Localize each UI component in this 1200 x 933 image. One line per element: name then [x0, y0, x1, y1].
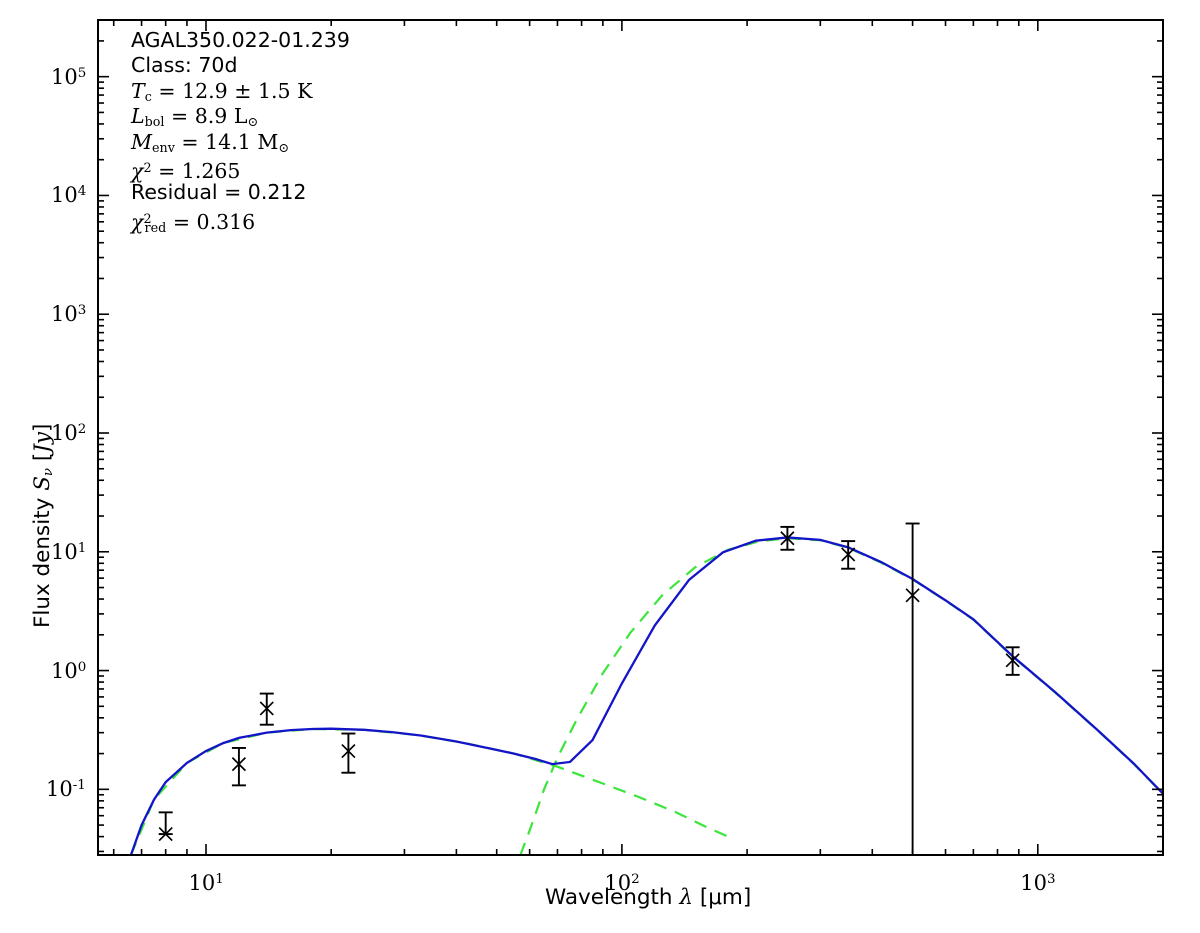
y-axis-title: Flux density Sν [Jy]	[30, 424, 56, 628]
sun-symbol-icon-mass: ⊙	[278, 139, 289, 155]
y-tick-label-2: 103	[51, 302, 87, 327]
data-point	[158, 811, 173, 842]
mid-infrared-component-curve	[129, 727, 729, 855]
bolometric-luminosity-line: Lbol = 8.9 L⊙	[131, 104, 350, 129]
chi2-equals: =	[158, 159, 176, 184]
jansky-unit: Jy	[30, 431, 55, 453]
sun-symbol-icon: ⊙	[247, 113, 259, 129]
data-point	[1005, 646, 1020, 676]
menv-unit: M	[257, 129, 279, 154]
chi2-exponent: 2	[143, 159, 152, 175]
lambda-symbol: λ	[679, 885, 694, 910]
tc-error: 1.5	[257, 78, 291, 103]
y-unit-open: [	[30, 452, 55, 468]
y-tick-label-3: 102	[51, 421, 87, 445]
reduced-chi-square-line: χ2red = 0.316	[131, 206, 350, 235]
tc-plusminus: ±	[234, 78, 252, 103]
class-line: Class: 70d	[131, 53, 350, 78]
y-tick-label-6: 10-1	[46, 777, 86, 802]
tc-unit: K	[297, 78, 313, 103]
axes-frame	[97, 19, 1164, 856]
cold-envelope-component-curve	[519, 537, 1163, 855]
class-label: Class:	[131, 53, 192, 78]
photometry-data-points	[158, 522, 1020, 855]
nu-subscript-symbol: ν	[40, 467, 56, 477]
y-tick-label-4: 101	[51, 539, 87, 564]
menv-subscript: env	[152, 139, 175, 155]
x-axis-title-text: Wavelength	[545, 885, 680, 910]
chi2-symbol: χ	[131, 159, 144, 184]
y-axis-title-text: Flux density	[30, 490, 55, 628]
data-point	[780, 525, 795, 551]
x-tick-label-1: 102	[604, 871, 640, 895]
lbol-equals: =	[171, 104, 189, 129]
menv-symbol: M	[131, 129, 152, 154]
cold-temperature-line: Tc = 12.9 ± 1.5 K	[131, 79, 350, 104]
x-axis-title: Wavelength λ [μm]	[545, 885, 751, 910]
flux-symbol: S	[30, 476, 55, 491]
chi2red-subscript: red	[144, 219, 167, 235]
menv-equals: =	[181, 129, 199, 154]
y-unit-close: ]	[30, 423, 55, 432]
data-point	[841, 540, 856, 570]
data-point	[341, 732, 356, 774]
lbol-subscript: bol	[144, 113, 165, 129]
class-value: 70d	[198, 53, 238, 78]
tc-symbol: T	[131, 78, 145, 103]
lbol-unit: L	[233, 104, 248, 129]
lbol-value: 8.9	[194, 104, 228, 129]
data-point	[905, 522, 920, 855]
envelope-mass-line: Menv = 14.1 M⊙	[131, 130, 350, 155]
tc-equals: =	[158, 78, 176, 103]
x-tick-label-0: 101	[188, 871, 224, 895]
data-point	[231, 747, 247, 787]
y-tick-label-5: 100	[51, 658, 87, 683]
tc-value: 12.9	[182, 78, 228, 103]
chi2red-exponent: 2	[143, 210, 152, 226]
source-name: AGAL350.022-01.239	[131, 28, 350, 52]
tc-subscript: c	[144, 88, 152, 104]
total-model-sed-curve	[129, 536, 1163, 855]
x-axis-title-unit: [μm]	[693, 885, 752, 910]
chi2red-value: 0.316	[196, 209, 256, 234]
x-tick-label-2: 103	[1020, 871, 1056, 895]
chi2-value: 1.265	[181, 159, 241, 184]
y-tick-label-1: 104	[51, 183, 87, 208]
chi2red-symbol: χ	[131, 209, 144, 234]
menv-value: 14.1	[205, 129, 251, 154]
data-point	[259, 692, 274, 726]
y-tick-label-0: 105	[51, 64, 87, 89]
lbol-symbol: L	[131, 104, 145, 129]
residual-line: Residual = 0.212	[131, 180, 307, 205]
chi-square-line: χ2 = 1.265	[131, 155, 350, 184]
chi2red-equals: =	[172, 209, 190, 234]
annotation-block: AGAL350.022-01.239 Class: 70d Tc = 12.9 …	[131, 28, 350, 235]
